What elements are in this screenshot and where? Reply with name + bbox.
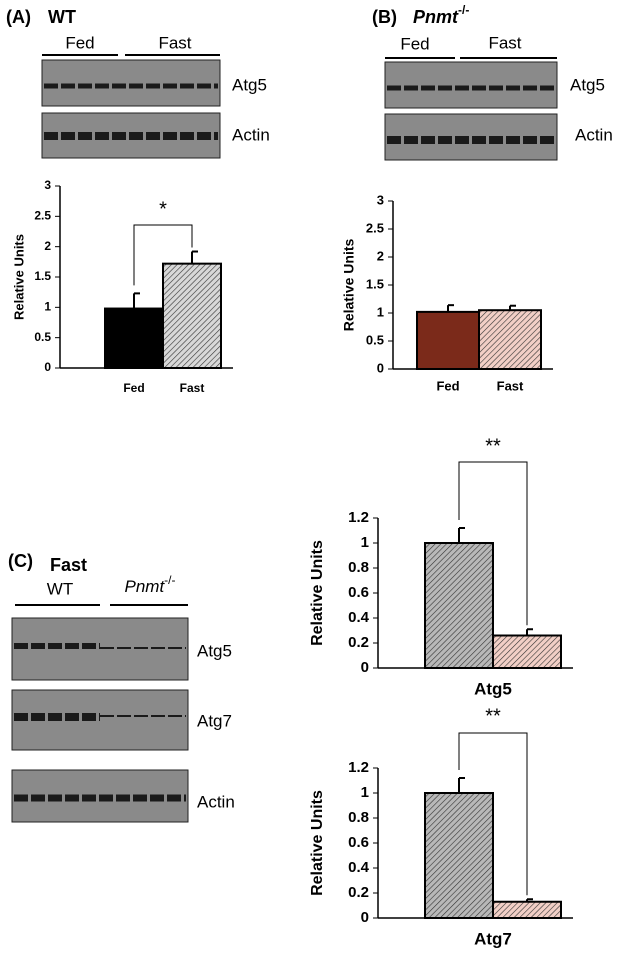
significance-label: * bbox=[159, 198, 167, 220]
y-tick-label: 0.6 bbox=[348, 834, 369, 851]
group-label: Fed bbox=[400, 34, 429, 53]
y-tick-label: 1 bbox=[361, 534, 369, 551]
y-tick-label: 0.6 bbox=[348, 584, 369, 601]
y-axis-label: Relative Units bbox=[341, 238, 357, 331]
x-tick-label: Fast bbox=[497, 378, 524, 393]
x-axis-label: Atg5 bbox=[474, 679, 512, 698]
y-axis-label: Relative Units bbox=[11, 234, 26, 320]
y-tick-label: 0.2 bbox=[348, 884, 369, 901]
y-tick-label: 2.5 bbox=[34, 209, 51, 223]
bar bbox=[416, 310, 480, 371]
y-tick-label: 0.5 bbox=[34, 330, 51, 344]
y-tick-label: 0 bbox=[361, 659, 369, 676]
y-tick-label: 0.8 bbox=[348, 809, 369, 826]
group-label: Fast bbox=[488, 33, 521, 52]
blot-label: Atg7 bbox=[197, 711, 232, 730]
bar bbox=[424, 542, 494, 669]
bar bbox=[478, 309, 542, 371]
y-tick-label: 0 bbox=[44, 360, 51, 374]
bar bbox=[492, 900, 562, 919]
blot-label: Atg5 bbox=[232, 75, 267, 94]
blot-label: Actin bbox=[232, 125, 270, 144]
significance-bracket bbox=[458, 732, 528, 896]
bar bbox=[104, 307, 164, 369]
y-tick-label: 0.2 bbox=[348, 634, 369, 651]
group-label: Fast bbox=[158, 33, 191, 52]
y-tick-label: 2 bbox=[377, 248, 384, 263]
group-label: WT bbox=[47, 579, 73, 598]
y-tick-label: 2.5 bbox=[366, 220, 384, 235]
y-tick-label: 1.2 bbox=[348, 759, 369, 776]
bar bbox=[162, 262, 222, 369]
y-tick-label: 1.2 bbox=[348, 509, 369, 526]
y-tick-label: 2 bbox=[44, 239, 51, 253]
blot-label: Actin bbox=[575, 125, 613, 144]
panel-label: (A) bbox=[6, 7, 31, 27]
y-tick-label: 0 bbox=[361, 909, 369, 926]
y-tick-label: 3 bbox=[44, 178, 51, 192]
blot-label: Atg5 bbox=[197, 641, 232, 660]
significance-bracket bbox=[133, 224, 193, 286]
y-tick-label: 1 bbox=[377, 304, 384, 319]
blot bbox=[384, 61, 558, 109]
panel-title: Pnmt-/- bbox=[413, 3, 469, 27]
y-axis-label: Relative Units bbox=[309, 540, 326, 646]
y-tick-label: 0.4 bbox=[348, 609, 370, 626]
group-label: Fed bbox=[65, 33, 94, 52]
y-tick-label: 1 bbox=[361, 784, 369, 801]
significance-label: ** bbox=[485, 705, 501, 727]
x-tick-label: Fast bbox=[180, 381, 205, 395]
group-label: Pnmt-/- bbox=[124, 573, 175, 596]
blot bbox=[41, 59, 221, 107]
y-tick-label: 1.5 bbox=[366, 276, 384, 291]
x-axis-label: Atg7 bbox=[474, 929, 512, 948]
y-tick-label: 0.5 bbox=[366, 332, 384, 347]
panel-label: (C) bbox=[8, 551, 33, 571]
blot-label: Atg5 bbox=[570, 75, 605, 94]
panel-title: WT bbox=[48, 7, 76, 27]
y-axis-label: Relative Units bbox=[309, 790, 326, 896]
y-tick-label: 1.5 bbox=[34, 269, 51, 283]
y-tick-label: 1 bbox=[44, 300, 51, 314]
y-tick-label: 0.4 bbox=[348, 859, 370, 876]
bar bbox=[424, 792, 494, 919]
y-tick-label: 0.8 bbox=[348, 559, 369, 576]
panel-title: Fast bbox=[50, 555, 87, 575]
significance-label: ** bbox=[485, 435, 501, 457]
y-tick-label: 0 bbox=[377, 360, 384, 375]
bar bbox=[492, 634, 562, 669]
significance-bracket bbox=[458, 461, 528, 626]
x-tick-label: Fed bbox=[436, 378, 459, 393]
x-tick-label: Fed bbox=[123, 381, 144, 395]
blot-label: Actin bbox=[197, 792, 235, 811]
y-tick-label: 3 bbox=[377, 192, 384, 207]
panel-label: (B) bbox=[372, 7, 397, 27]
